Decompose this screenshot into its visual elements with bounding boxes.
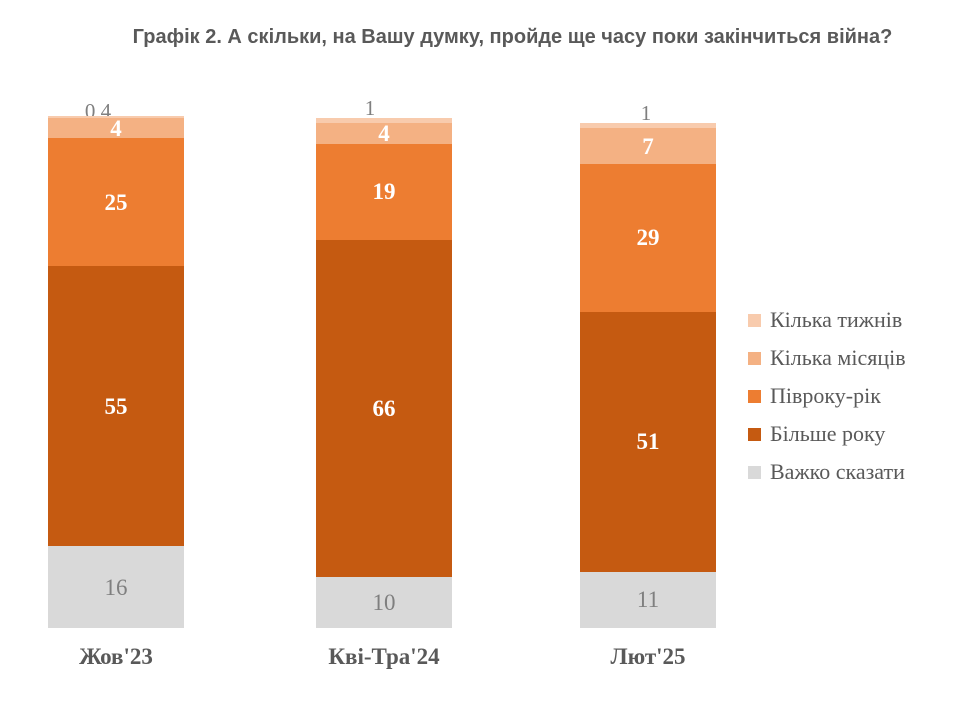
value-label: 4 (378, 120, 390, 146)
bar-segment: 55 (48, 265, 184, 547)
legend-label: Важко сказати (770, 459, 905, 484)
legend-label: Більше року (770, 421, 886, 446)
value-label: 51 (636, 429, 660, 455)
bar-segment: 66 (316, 240, 452, 577)
value-label: 25 (104, 189, 128, 215)
chart-legend: Кілька тижнів Кілька місяців Півроку-рік Бі… (748, 301, 906, 491)
legend-swatch-icon (748, 465, 761, 479)
stacked-bar: 0,4 4 25 55 16 (48, 101, 184, 628)
legend-item: Важко сказати (748, 453, 906, 491)
legend-item: Кілька місяців (748, 339, 906, 377)
stacked-bar: 1 4 19 66 10 (316, 98, 452, 628)
bar-segment (316, 118, 452, 124)
value-label: 19 (372, 179, 396, 205)
legend-swatch-icon (748, 427, 761, 441)
legend-swatch-icon (748, 351, 761, 365)
x-axis-label: Жов'23 (79, 644, 153, 669)
value-label: 55 (104, 393, 128, 419)
bar-segment: 7 (580, 128, 716, 164)
legend-label: Півроку-рік (770, 383, 881, 408)
bar-segment: 11 (580, 571, 716, 628)
legend-item: Півроку-рік (748, 377, 906, 415)
value-label: 7 (642, 133, 654, 159)
value-label: 1 (640, 101, 652, 126)
legend-swatch-icon (748, 389, 761, 403)
legend-swatch-icon (748, 313, 761, 327)
bar-segment (580, 123, 716, 129)
value-label: 10 (372, 590, 396, 615)
value-label: 29 (636, 225, 660, 251)
stacked-bar: 1 7 29 51 11 (580, 103, 716, 628)
legend-label: Кілька місяців (770, 345, 906, 370)
bar-segment: 16 (48, 546, 184, 628)
bar-segment: 10 (316, 577, 452, 628)
legend-item: Кілька тижнів (748, 301, 906, 339)
bar-segment: 19 (316, 143, 452, 241)
value-label: 16 (104, 574, 128, 600)
value-label: 4 (110, 115, 122, 141)
bar-segment: 51 (580, 311, 716, 572)
x-axis-label: Кві-Тра'24 (328, 644, 440, 669)
value-label: 66 (372, 396, 396, 422)
value-label: 1 (364, 96, 376, 121)
chart-title: Графік 2. А скільки, на Вашу думку, прой… (132, 26, 893, 48)
bar-segment (48, 116, 184, 119)
x-axis-label: Лют'25 (610, 644, 686, 669)
bar-segment: 25 (48, 138, 184, 266)
bar-segment: 4 (316, 120, 452, 146)
legend-item: Більше року (748, 415, 906, 453)
bar-segment: 4 (48, 115, 184, 141)
legend-label: Кілька тижнів (770, 307, 903, 332)
bar-segment: 29 (580, 163, 716, 312)
value-label: 11 (636, 587, 660, 613)
